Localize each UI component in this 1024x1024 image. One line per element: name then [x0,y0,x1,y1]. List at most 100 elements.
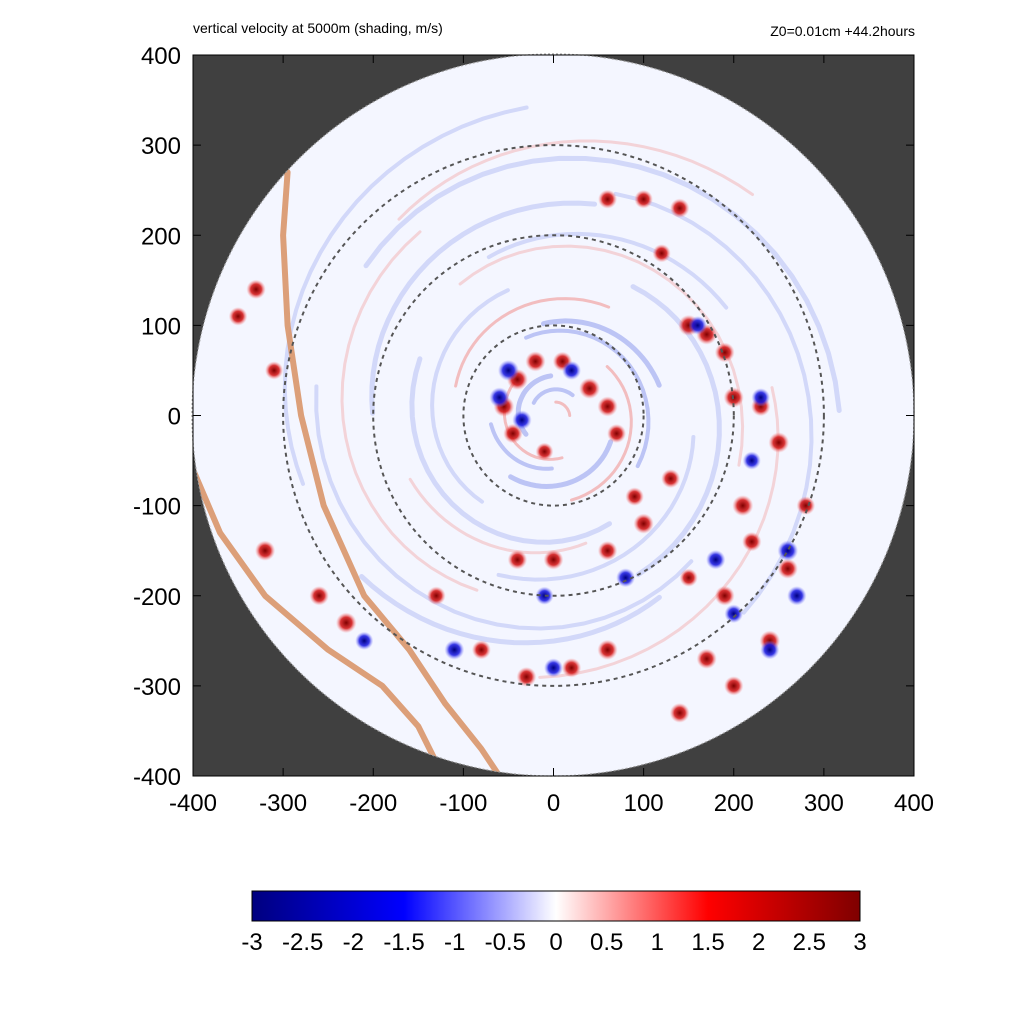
y-tick-label: 300 [141,133,181,160]
colorbar-tick-label: 1.5 [691,929,724,956]
updraft-cell [714,342,735,363]
updraft-cell [669,703,690,723]
updraft-cell [679,568,698,587]
downdraft-cell [751,388,771,407]
spiral-band [524,328,651,469]
updraft-cell [714,585,735,606]
colorbar-tick-label: -2 [343,929,364,956]
chart-subtitle: Z0=0.01cm +44.2hours [770,23,915,39]
updraft-cell [598,189,618,209]
spiral-band [314,384,694,631]
updraft-cell [652,244,671,263]
downdraft-cell [444,639,465,660]
updraft-cell [335,612,357,634]
updraft-cell [535,442,554,461]
coastlines [192,169,503,776]
updraft-cell [309,586,329,606]
y-tick-label: -400 [133,764,181,791]
updraft-cell [796,496,816,515]
colorbar-tick-label: -1.5 [383,929,424,956]
x-tick-label: 400 [894,790,934,817]
spiral-band [531,387,575,405]
spiral-band [340,230,479,592]
y-tick-label: -200 [133,584,181,611]
y-tick-label: -100 [133,494,181,521]
updraft-cell [742,531,762,552]
updraft-cell [669,198,690,218]
updraft-cell [516,666,537,687]
spiral-band [282,105,529,486]
spiral-band [397,139,754,221]
updraft-cell [724,676,744,696]
plot-area [191,53,915,777]
colorbar-tick-label: 3 [853,929,866,956]
colorbar-ticks: -3 -2.5 -2 -1.5 -1 -0.5 0 0.5 1 1.5 2 2.5 3 [241,929,866,956]
downdraft-cell [544,658,563,678]
x-tick-label: 200 [714,790,754,817]
y-tick-label: 100 [141,313,181,340]
downdraft-cell [760,640,780,660]
y-tick-label: -300 [133,674,181,701]
x-tick-label: 0 [547,790,560,817]
downdraft-cell [535,586,554,605]
updraft-cell [607,424,627,444]
spiral-band [489,422,554,471]
spiral-band [613,191,814,615]
y-tick-label: 0 [168,404,181,431]
range-ring [282,144,825,687]
updraft-cell [579,377,601,399]
x-axis: -400 -300 -200 -100 0 100 200 300 400 [169,55,934,817]
coastline [192,466,440,766]
updraft-cell [768,432,790,453]
updraft-cell [471,640,491,660]
coastline [280,169,503,776]
downdraft-cell [777,540,799,561]
colorbar-tick-label: 0 [549,929,562,956]
spiral-band [409,356,612,545]
x-tick-label: -100 [439,790,487,817]
spiral-band [630,284,722,578]
x-tick-label: -300 [259,790,307,817]
spiral-band [359,574,662,646]
downdraft-cell [787,586,807,606]
spiral-band [454,297,611,388]
range-ring [462,324,645,507]
updraft-cell [543,549,564,570]
colorbar-bar [251,890,861,922]
spiral-band [554,400,572,417]
x-tick-label: -400 [169,790,217,817]
updraft-cell [265,361,284,380]
x-tick-label: 300 [804,790,844,817]
updraft-cell [597,540,618,561]
colorbar-tick-label: 2 [752,929,765,956]
colorbar-tick-label: -2.5 [282,929,323,956]
spiral-band [508,439,614,490]
y-tick-label: 400 [141,43,181,70]
updraft-cell [661,469,681,489]
spiral-band [538,386,780,679]
updraft-cell [597,639,618,660]
updraft-cell [525,351,546,372]
updraft-cell [634,189,653,209]
spiral-band [496,435,696,582]
downdraft-cell [512,410,532,430]
spiral-band [570,365,633,502]
updraft-cell [561,658,582,678]
convective-cells [228,189,816,723]
spiral-band [486,231,729,310]
updraft-cell [732,495,754,517]
updraft-cell [427,586,446,606]
colorbar-tick-label: 0.5 [590,929,623,956]
downdraft-cell [616,568,636,588]
colorbar-tick-label: 1 [651,929,664,956]
colorbar: -3 -2.5 -2 -1.5 -1 -0.5 0 0.5 1 1.5 2 2.5 3 [241,890,867,956]
updraft-cell [255,540,276,561]
updraft-cell [597,396,618,417]
updraft-cell [507,550,528,570]
spiral-bands [282,105,842,679]
y-tick-label: 200 [141,223,181,250]
x-tick-label: -200 [349,790,397,817]
updraft-cell [625,487,644,506]
chart-title: vertical velocity at 5000m (shading, m/s… [193,20,443,36]
